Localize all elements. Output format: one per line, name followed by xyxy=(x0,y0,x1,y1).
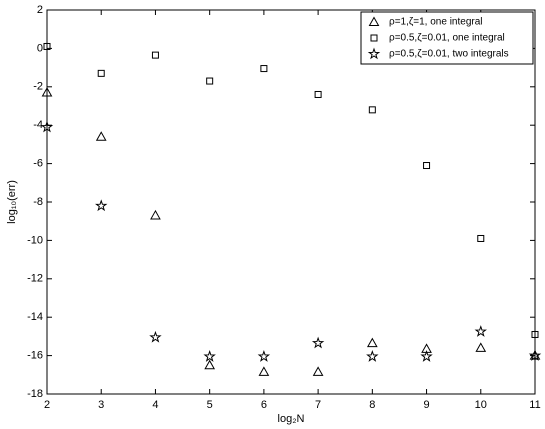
y-tick-label: -16 xyxy=(27,350,43,362)
triangle-marker xyxy=(258,366,270,376)
star-marker xyxy=(474,325,487,337)
x-tick-label: 7 xyxy=(315,399,321,411)
star-marker xyxy=(311,336,325,349)
square-marker xyxy=(370,34,378,42)
x-axis-label: log₂N xyxy=(278,413,305,425)
y-tick-label: -8 xyxy=(33,196,43,208)
legend-box xyxy=(360,11,534,65)
x-tick-label: 3 xyxy=(98,399,104,411)
triangle-marker xyxy=(368,16,380,26)
triangle-marker xyxy=(529,350,541,360)
x-tick-label: 11 xyxy=(529,399,540,411)
y-tick-label: -18 xyxy=(27,388,43,400)
y-tick-label: -2 xyxy=(33,81,43,93)
square-marker xyxy=(43,42,51,50)
star-marker xyxy=(95,199,108,212)
square-marker xyxy=(151,51,159,59)
triangle-marker xyxy=(41,87,53,97)
star-marker xyxy=(149,330,162,343)
x-tick-label: 2 xyxy=(44,399,50,411)
x-tick-label: 9 xyxy=(423,399,429,411)
star-marker xyxy=(367,47,381,60)
x-tick-label: 4 xyxy=(152,399,158,411)
square-marker xyxy=(531,330,539,338)
y-tick-label: -10 xyxy=(27,234,43,246)
square-marker xyxy=(260,65,268,73)
y-tick-label: -14 xyxy=(27,311,43,323)
square-marker xyxy=(368,106,376,114)
square-marker xyxy=(477,234,485,242)
star-marker xyxy=(366,350,379,362)
y-axis-label: log₁₀(err) xyxy=(6,180,18,224)
star-marker xyxy=(528,349,542,361)
x-tick-label: 6 xyxy=(261,399,267,411)
star-marker xyxy=(40,120,54,133)
y-tick-label: 0 xyxy=(37,42,43,54)
star-marker xyxy=(420,350,433,362)
triangle-marker xyxy=(312,366,324,376)
x-tick-label: 10 xyxy=(475,399,487,411)
square-marker xyxy=(97,69,105,77)
square-marker xyxy=(206,77,214,85)
legend-label: ρ=1,ζ=1, one integral xyxy=(389,17,483,28)
x-tick-label: 5 xyxy=(207,399,213,411)
triangle-marker xyxy=(204,359,216,370)
y-tick-label: -12 xyxy=(27,273,43,285)
triangle-marker xyxy=(95,131,107,141)
square-marker xyxy=(314,90,322,98)
square-marker xyxy=(423,162,431,170)
triangle-marker xyxy=(366,337,378,348)
triangle-marker xyxy=(475,342,487,352)
y-tick-label: -4 xyxy=(33,119,43,131)
x-tick-label: 8 xyxy=(369,399,375,411)
y-tick-label: -6 xyxy=(33,158,43,170)
star-marker xyxy=(203,350,216,362)
legend-label: ρ=0.5,ζ=0.01, one integral xyxy=(389,33,505,44)
triangle-marker xyxy=(150,209,161,220)
legend-label: ρ=0.5,ζ=0.01, two integrals xyxy=(389,49,509,60)
star-marker xyxy=(257,350,271,362)
y-tick-label: 2 xyxy=(37,4,43,16)
plot-frame xyxy=(46,9,536,395)
